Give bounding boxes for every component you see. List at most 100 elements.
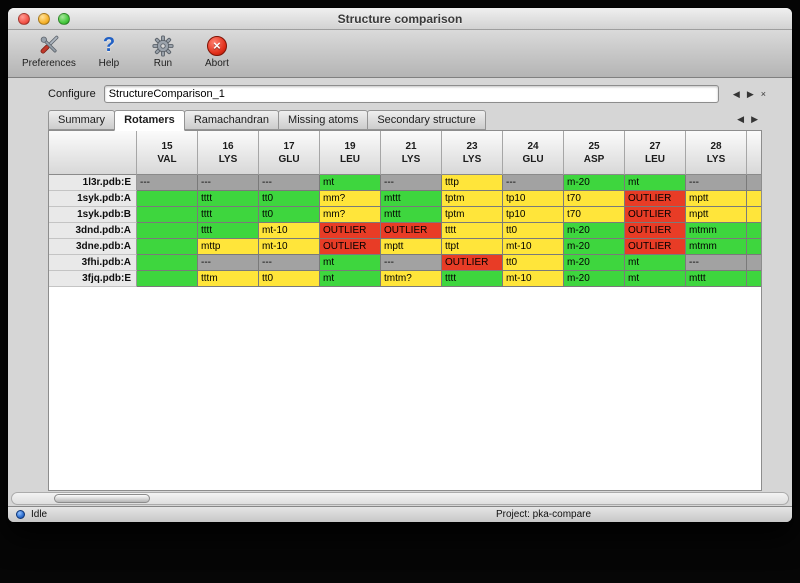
rotamer-cell-partial[interactable] [747, 175, 761, 191]
row-label[interactable]: 1syk.pdb:A [49, 191, 137, 207]
rotamer-cell[interactable]: --- [686, 255, 747, 271]
rotamer-cell[interactable]: mttp [198, 239, 259, 255]
minimize-window-button[interactable] [38, 13, 50, 25]
rotamer-cell-partial[interactable] [747, 255, 761, 271]
close-window-button[interactable] [18, 13, 30, 25]
rotamer-cell[interactable]: mt [625, 175, 686, 191]
rotamer-cell-partial[interactable] [747, 223, 761, 239]
rotamer-cell[interactable] [137, 271, 198, 287]
rotamer-cell[interactable]: mm? [320, 207, 381, 223]
tab-ramachandran[interactable]: Ramachandran [183, 110, 280, 130]
rotamer-cell[interactable]: mttt [381, 207, 442, 223]
rotamer-cell[interactable]: tt0 [259, 271, 320, 287]
rotamer-cell[interactable]: m-20 [564, 255, 625, 271]
row-label[interactable]: 3dnd.pdb:A [49, 223, 137, 239]
rotamer-cell[interactable]: OUTLIER [320, 239, 381, 255]
rotamer-cell[interactable]: OUTLIER [625, 191, 686, 207]
tab-missing-atoms[interactable]: Missing atoms [278, 110, 369, 130]
rotamer-cell[interactable]: mtmm [686, 223, 747, 239]
rotamer-cell[interactable]: mt-10 [503, 271, 564, 287]
rotamer-cell[interactable]: ttpt [442, 239, 503, 255]
rotamer-cell[interactable]: mm? [320, 191, 381, 207]
rotamer-cell[interactable]: --- [259, 255, 320, 271]
rotamer-cell[interactable]: mttt [381, 191, 442, 207]
abort-button[interactable]: × Abort [196, 33, 238, 69]
rotamer-cell-partial[interactable] [747, 191, 761, 207]
rotamer-cell[interactable]: --- [381, 175, 442, 191]
rotamer-cell[interactable]: --- [198, 175, 259, 191]
rotamer-cell[interactable]: tmtm? [381, 271, 442, 287]
zoom-window-button[interactable] [58, 13, 70, 25]
tab-summary[interactable]: Summary [48, 110, 116, 130]
rotamer-cell[interactable]: tttp [442, 175, 503, 191]
row-label[interactable]: 1syk.pdb:B [49, 207, 137, 223]
rotamer-cell[interactable]: m-20 [564, 239, 625, 255]
rotamer-cell[interactable]: mt [625, 271, 686, 287]
rotamer-cell[interactable] [137, 191, 198, 207]
rotamer-cell[interactable]: OUTLIER [442, 255, 503, 271]
rotamer-cell[interactable]: tttt [198, 191, 259, 207]
rotamer-cell-partial[interactable] [747, 239, 761, 255]
tab-secondary-structure[interactable]: Secondary structure [367, 110, 486, 130]
rotamer-cell[interactable]: tttm [198, 271, 259, 287]
rotamer-cell[interactable]: tt0 [503, 223, 564, 239]
rotamer-cell[interactable]: mt [320, 175, 381, 191]
horizontal-scrollbar-thumb[interactable] [54, 494, 150, 503]
rotamer-cell[interactable]: tttt [198, 207, 259, 223]
tabs-forward-icon[interactable]: ▶ [751, 114, 758, 124]
rotamer-cell[interactable]: mptt [686, 191, 747, 207]
rotamer-cell[interactable] [137, 239, 198, 255]
rotamer-cell[interactable]: tp10 [503, 191, 564, 207]
rotamer-cell[interactable] [137, 207, 198, 223]
rotamer-cell[interactable]: OUTLIER [625, 207, 686, 223]
row-label[interactable]: 1l3r.pdb:E [49, 175, 137, 191]
row-label[interactable]: 3fhi.pdb:A [49, 255, 137, 271]
rotamer-cell[interactable]: --- [503, 175, 564, 191]
rotamer-cell[interactable]: tt0 [503, 255, 564, 271]
rotamer-cell[interactable]: tt0 [259, 207, 320, 223]
rotamer-cell[interactable]: tptm [442, 191, 503, 207]
rotamer-cell[interactable]: t70 [564, 191, 625, 207]
tab-rotamers[interactable]: Rotamers [114, 110, 185, 131]
help-button[interactable]: ? Help [88, 33, 130, 69]
rotamer-cell[interactable]: OUTLIER [381, 223, 442, 239]
rotamer-cell[interactable]: mptt [686, 207, 747, 223]
rotamer-cell[interactable]: OUTLIER [320, 223, 381, 239]
rotamer-cell[interactable]: OUTLIER [625, 239, 686, 255]
rotamer-cell[interactable]: mt-10 [259, 239, 320, 255]
rotamer-cell[interactable]: --- [198, 255, 259, 271]
tabs-back-icon[interactable]: ◀ [737, 114, 745, 124]
rotamer-cell[interactable]: mt [320, 255, 381, 271]
rotamer-cell[interactable]: mt-10 [503, 239, 564, 255]
rotamer-cell[interactable]: --- [381, 255, 442, 271]
configure-forward-icon[interactable]: ▶ [746, 88, 754, 99]
configure-back-icon[interactable]: ◀ [732, 88, 740, 99]
rotamer-cell[interactable]: mttt [686, 271, 747, 287]
horizontal-scrollbar[interactable] [11, 492, 789, 505]
rotamer-cell[interactable]: OUTLIER [625, 223, 686, 239]
rotamer-cell[interactable]: --- [137, 175, 198, 191]
run-button[interactable]: Run [142, 33, 184, 69]
rotamer-cell[interactable] [137, 223, 198, 239]
rotamer-cell[interactable] [137, 255, 198, 271]
rotamer-cell[interactable]: tttt [442, 271, 503, 287]
rotamer-cell[interactable]: tt0 [259, 191, 320, 207]
rotamer-cell[interactable]: m-20 [564, 175, 625, 191]
rotamer-cell[interactable]: mt-10 [259, 223, 320, 239]
rotamer-cell[interactable]: mptt [381, 239, 442, 255]
rotamer-cell[interactable]: mt [625, 255, 686, 271]
configure-name-input[interactable] [103, 85, 719, 103]
row-label[interactable]: 3dne.pdb:A [49, 239, 137, 255]
rotamer-cell[interactable]: tttt [442, 223, 503, 239]
row-label[interactable]: 3fjq.pdb:E [49, 271, 137, 287]
preferences-button[interactable]: Preferences [22, 33, 76, 69]
rotamer-cell[interactable]: t70 [564, 207, 625, 223]
rotamer-cell[interactable]: --- [686, 175, 747, 191]
rotamer-cell[interactable]: m-20 [564, 271, 625, 287]
rotamer-cell[interactable]: --- [259, 175, 320, 191]
rotamer-cell-partial[interactable] [747, 271, 761, 287]
rotamer-cell[interactable]: tptm [442, 207, 503, 223]
configure-close-icon[interactable]: × [760, 89, 766, 99]
rotamer-cell[interactable]: mt [320, 271, 381, 287]
rotamer-cell[interactable]: tp10 [503, 207, 564, 223]
